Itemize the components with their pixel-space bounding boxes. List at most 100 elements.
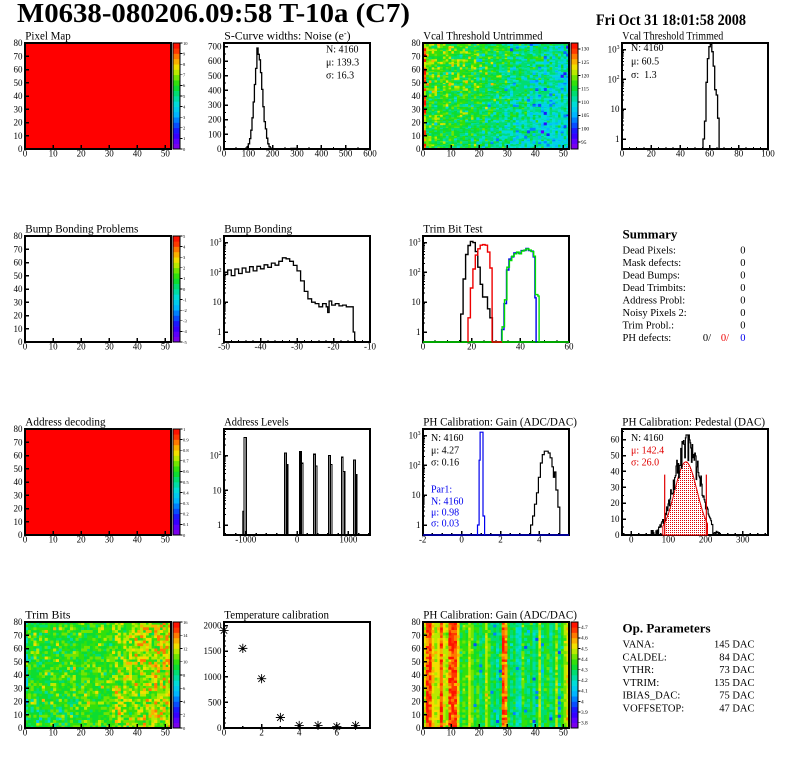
svg-text:102: 102 (608, 74, 620, 84)
svg-text:σ: 0.16: σ: 0.16 (431, 458, 459, 469)
svg-text:0/: 0/ (721, 333, 729, 344)
svg-text:103: 103 (409, 238, 421, 248)
svg-text:700: 700 (208, 42, 222, 52)
svg-text:20: 20 (611, 498, 621, 508)
svg-text:5: 5 (183, 94, 186, 99)
svg-text:300: 300 (736, 535, 750, 545)
svg-text:20: 20 (412, 697, 422, 707)
svg-text:20: 20 (77, 342, 87, 352)
svg-text:50: 50 (412, 657, 422, 667)
svg-text:N: 4160: N: 4160 (431, 497, 464, 508)
svg-text:0: 0 (740, 258, 745, 269)
svg-text:PH Calibration: Gain (ADC/DAC): PH Calibration: Gain (ADC/DAC) (423, 607, 577, 621)
svg-text:300: 300 (208, 100, 222, 110)
svg-text:40: 40 (14, 670, 24, 680)
svg-text:3.8: 3.8 (581, 721, 588, 727)
svg-text:70: 70 (14, 244, 24, 254)
svg-text:2: 2 (183, 126, 185, 131)
svg-text:300: 300 (290, 149, 304, 159)
svg-text:S-Curve widths: Noise (e-): S-Curve widths: Noise (e-) (224, 28, 350, 42)
svg-text:30: 30 (105, 342, 115, 352)
svg-text:70: 70 (14, 630, 24, 640)
svg-text:-2: -2 (183, 308, 187, 313)
svg-text:100: 100 (242, 149, 256, 159)
svg-text:60: 60 (565, 342, 575, 352)
svg-text:20: 20 (647, 149, 657, 159)
svg-text:0: 0 (740, 270, 745, 281)
svg-text:500: 500 (208, 71, 222, 81)
svg-text:0/: 0/ (703, 333, 711, 344)
svg-text:102: 102 (210, 451, 222, 461)
svg-text:20: 20 (77, 728, 87, 738)
svg-text:10: 10 (611, 514, 621, 524)
svg-text:10: 10 (14, 517, 24, 527)
svg-text:600: 600 (363, 149, 377, 159)
svg-text:30: 30 (105, 728, 115, 738)
svg-text:2: 2 (183, 713, 185, 718)
svg-text:200: 200 (266, 149, 280, 159)
svg-text:Noisy Pixels 2:: Noisy Pixels 2: (623, 308, 687, 319)
svg-text:60: 60 (14, 644, 24, 654)
svg-text:0: 0 (23, 149, 28, 159)
svg-text:7: 7 (183, 73, 186, 78)
svg-text:PH Calibration: Pedestal (DAC): PH Calibration: Pedestal (DAC) (622, 414, 765, 428)
svg-text:Dead Trimbits:: Dead Trimbits: (623, 283, 686, 294)
svg-text:4: 4 (183, 699, 186, 704)
svg-text:40: 40 (14, 477, 24, 487)
svg-text:8: 8 (183, 62, 186, 67)
svg-text:600: 600 (208, 56, 222, 66)
svg-text:50: 50 (412, 78, 422, 88)
svg-text:IBIAS_DAC:: IBIAS_DAC: (623, 691, 681, 702)
svg-text:20: 20 (412, 118, 422, 128)
svg-text:73 DAC: 73 DAC (719, 665, 754, 676)
svg-text:20: 20 (467, 342, 477, 352)
svg-text:0: 0 (459, 535, 464, 545)
svg-text:0.2: 0.2 (183, 512, 189, 517)
svg-text:5: 5 (183, 234, 186, 239)
svg-text:-50: -50 (218, 342, 230, 352)
svg-text:60: 60 (611, 435, 621, 445)
svg-text:110: 110 (581, 100, 589, 106)
svg-text:0: 0 (183, 726, 186, 731)
svg-text:2: 2 (498, 535, 503, 545)
svg-text:50: 50 (559, 728, 569, 738)
svg-text:0: 0 (183, 147, 186, 152)
svg-text:80: 80 (14, 617, 24, 627)
svg-text:40: 40 (531, 728, 541, 738)
svg-text:103: 103 (210, 238, 222, 248)
svg-text:60: 60 (14, 65, 24, 75)
svg-text:0: 0 (740, 245, 745, 256)
svg-text:500: 500 (208, 697, 222, 707)
svg-text:40: 40 (14, 284, 24, 294)
svg-text:Par1:: Par1: (431, 485, 452, 496)
svg-text:6: 6 (183, 83, 186, 88)
svg-text:4.7: 4.7 (581, 625, 588, 631)
svg-text:10: 10 (213, 297, 223, 307)
svg-text:4.3: 4.3 (581, 668, 588, 674)
svg-text:40: 40 (611, 466, 621, 476)
svg-text:30: 30 (14, 297, 24, 307)
svg-text:-40: -40 (255, 342, 267, 352)
svg-text:-1000: -1000 (235, 535, 256, 545)
svg-text:10: 10 (412, 297, 422, 307)
svg-text:1: 1 (416, 520, 421, 530)
svg-text:80: 80 (14, 424, 24, 434)
svg-text:84 DAC: 84 DAC (719, 652, 754, 663)
svg-text:Address Probl:: Address Probl: (623, 296, 686, 307)
svg-text:20: 20 (77, 149, 87, 159)
svg-text:70: 70 (412, 630, 422, 640)
svg-text:102: 102 (210, 267, 222, 277)
svg-text:0: 0 (23, 535, 28, 545)
svg-text:1000: 1000 (339, 535, 358, 545)
svg-text:40: 40 (14, 91, 24, 101)
svg-text:80: 80 (412, 38, 422, 48)
svg-text:0.7: 0.7 (183, 459, 189, 464)
svg-text:-1: -1 (183, 297, 187, 302)
svg-text:0: 0 (295, 535, 300, 545)
svg-text:135 DAC: 135 DAC (714, 678, 755, 689)
svg-text:50: 50 (161, 149, 171, 159)
svg-text:0.9: 0.9 (183, 437, 189, 442)
svg-text:4.6: 4.6 (581, 636, 588, 642)
svg-text:6: 6 (335, 728, 340, 738)
svg-text:80: 80 (14, 231, 24, 241)
